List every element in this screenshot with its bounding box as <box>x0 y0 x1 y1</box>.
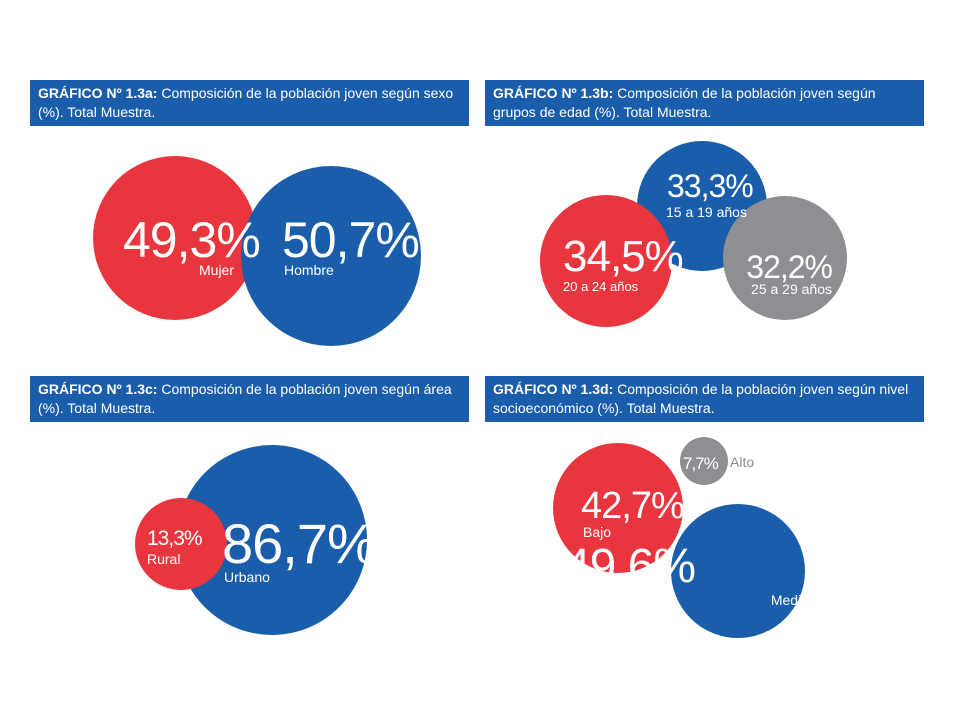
value-label: 13,3% <box>147 527 202 550</box>
bubble-medio <box>671 504 805 638</box>
chart-1-3a: 49,3%Mujer 50,7%Hombre <box>93 156 421 346</box>
value-label: 49,3% <box>123 212 260 268</box>
chart-1-3c: 86,7%Urbano 13,3%Rural <box>135 445 377 635</box>
bubble-rural <box>135 498 227 590</box>
series-name-label: Hombre <box>284 262 334 278</box>
series-name-label: Bajo <box>583 524 611 540</box>
bubble-20-a-24-años <box>540 195 672 327</box>
chart-title-1-3d: GRÁFICO Nº 1.3d: Composición de la pobla… <box>485 376 924 422</box>
series-name-label: Urbano <box>224 569 270 585</box>
chart-title-text: Composición de la población joven según … <box>38 381 452 416</box>
value-label: 49,6% <box>564 540 695 593</box>
value-label: 50,7% <box>282 212 419 268</box>
value-label: 86,7% <box>222 512 376 575</box>
chart-title-text: Composición de la población joven según … <box>493 381 909 416</box>
bubble-25-a-29-años <box>723 196 847 320</box>
bubble-hombre <box>241 166 421 346</box>
series-name-label: Alto <box>730 454 754 470</box>
value-label: 7,7% <box>683 454 719 473</box>
chart-title-1-3b: GRÁFICO Nº 1.3b: Composición de la pobla… <box>485 80 924 126</box>
value-label: 34,5% <box>563 232 683 281</box>
series-name-label: 20 a 24 años <box>563 279 639 294</box>
series-name-label: 25 a 29 años <box>751 281 832 297</box>
chart-title-text: Composición de la población joven según … <box>38 85 454 120</box>
value-label: 42,7% <box>581 485 684 527</box>
chart-title-text: Composición de la población joven según … <box>493 85 876 120</box>
bubble-bajo <box>553 443 683 573</box>
chart-1-3d: 42,7%Bajo 7,7% Alto 49,6% Medio <box>553 437 809 638</box>
chart-1-3b: 33,3%15 a 19 años 34,5%20 a 24 años 32,2%2… <box>540 141 847 327</box>
chart-title-bold: GRÁFICO Nº 1.3c: <box>38 381 158 397</box>
bubble-mujer <box>93 156 257 320</box>
value-label: 33,3% <box>667 168 753 204</box>
bubble-alto <box>680 437 728 485</box>
series-name-label: Rural <box>147 551 180 567</box>
value-label: 32,2% <box>746 249 832 285</box>
chart-title-1-3c: GRÁFICO Nº 1.3c: Composición de la pobla… <box>30 376 469 422</box>
series-name-label: Mujer <box>199 262 234 278</box>
series-name-label: 15 a 19 años <box>666 204 747 220</box>
chart-title-1-3a: GRÁFICO Nº 1.3a: Composición de la pobla… <box>30 80 469 126</box>
series-name-label: Medio <box>771 592 809 608</box>
bubble-urbano <box>177 445 367 635</box>
chart-title-bold: GRÁFICO Nº 1.3d: <box>493 381 614 397</box>
chart-title-bold: GRÁFICO Nº 1.3b: <box>493 85 614 101</box>
chart-title-bold: GRÁFICO Nº 1.3a: <box>38 85 158 101</box>
